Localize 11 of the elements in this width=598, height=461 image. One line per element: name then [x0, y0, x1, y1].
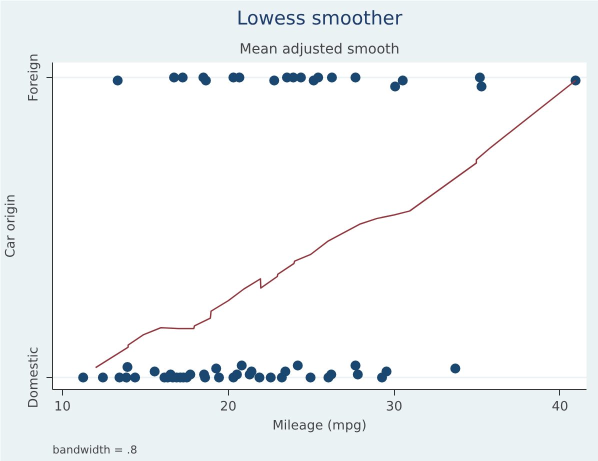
text: bandwidth = .8 — [52, 444, 138, 456]
category-label: Foreign — [26, 53, 42, 102]
x-tick-label: 40 — [552, 400, 568, 414]
x-tick-label: 30 — [386, 400, 402, 414]
category-label: Domestic — [26, 346, 42, 408]
x-tick-label: 10 — [54, 400, 71, 414]
x-axis-title: Mileage (mpg) — [272, 418, 367, 434]
chart-subtitle: Mean adjusted smooth — [240, 42, 400, 58]
chart-title: Lowess smoother — [236, 8, 402, 30]
y-axis-title: Car origin — [4, 194, 18, 258]
x-tick-label: 20 — [220, 400, 237, 414]
